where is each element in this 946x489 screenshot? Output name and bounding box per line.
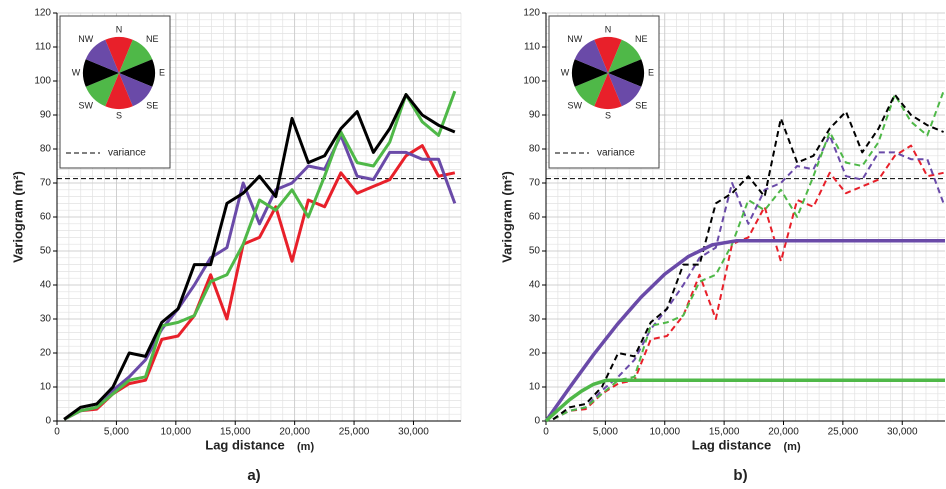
y-tick-label: 80 (40, 144, 52, 155)
compass-label: NW (567, 34, 582, 44)
y-tick-label: 70 (529, 178, 541, 189)
compass-label: SW (568, 101, 583, 111)
variogram-line (63, 144, 456, 421)
variogram-line (63, 90, 457, 421)
y-tick-label: 40 (529, 280, 541, 291)
variogram-line (63, 93, 456, 421)
x-tick-label: 30,000 (398, 427, 429, 438)
compass-sector (119, 73, 153, 107)
model-line (544, 378, 945, 423)
x-axis-unit: (m) (784, 441, 801, 453)
compass-label: N (605, 24, 612, 34)
y-axis-label: Variogram (m²) (499, 171, 514, 263)
x-axis-label: Lag distance (205, 437, 284, 452)
compass-sector (574, 73, 608, 107)
panel-label: a) (247, 467, 260, 484)
legend-label: variance (597, 148, 635, 159)
x-tick-label: 5,000 (104, 427, 129, 438)
x-tick-label: 30,000 (887, 427, 918, 438)
y-tick-label: 60 (529, 212, 541, 223)
compass-label: NE (146, 34, 159, 44)
y-tick-label: 60 (40, 212, 52, 223)
legend-label: variance (108, 148, 146, 159)
compass-label: SE (635, 101, 647, 111)
y-tick-label: 110 (524, 42, 540, 53)
axes (56, 13, 461, 422)
x-tick-label: 15,000 (220, 427, 251, 438)
y-tick-label: 100 (523, 76, 540, 87)
x-axis-label: Lag distance (692, 437, 771, 452)
y-tick-label: 50 (529, 246, 541, 257)
y-tick-label: 50 (40, 246, 52, 257)
compass-label: W (72, 67, 81, 77)
x-axis-unit: (m) (297, 441, 314, 453)
x-tick-label: 10,000 (649, 427, 680, 438)
compass-label: E (648, 67, 654, 77)
compass-sector (105, 37, 133, 73)
compass-label: N (116, 24, 123, 34)
x-tick-label: 0 (54, 427, 60, 438)
y-tick-label: 120 (523, 8, 540, 19)
y-tick-label: 40 (40, 280, 52, 291)
compass-label: NW (78, 34, 93, 44)
y-tick-label: 10 (40, 382, 52, 393)
variogram-line (552, 144, 944, 421)
y-tick-label: 90 (40, 110, 52, 121)
y-tick-label: 70 (40, 178, 52, 189)
compass-sector (594, 36, 622, 73)
y-tick-label: 120 (34, 8, 51, 19)
y-tick-label: 0 (45, 416, 51, 427)
variogram-line (63, 133, 457, 421)
compass-sector (594, 73, 622, 110)
y-tick-label: 90 (529, 110, 541, 121)
compass-sector (574, 39, 608, 73)
variogram-line (552, 134, 945, 421)
x-tick-label: 10,000 (161, 427, 192, 438)
y-tick-label: 10 (529, 382, 541, 393)
x-tick-label: 0 (543, 427, 549, 438)
y-tick-label: 20 (40, 348, 52, 359)
compass-label: SE (146, 101, 158, 111)
compass-label: S (116, 110, 122, 120)
x-tick-label: 25,000 (828, 427, 859, 438)
variogram-line (552, 93, 944, 421)
compass-label: E (159, 67, 165, 77)
compass-sector (608, 39, 642, 73)
compass-label: S (605, 110, 611, 120)
y-tick-label: 30 (529, 314, 541, 325)
compass-label: W (561, 67, 570, 77)
compass-label: SW (79, 101, 94, 111)
x-tick-label: 25,000 (339, 427, 370, 438)
compass-sector (85, 73, 119, 107)
compass-sector (119, 39, 153, 73)
x-tick-label: 5,000 (593, 427, 618, 438)
y-tick-label: 0 (534, 416, 540, 427)
compass-sector (608, 73, 642, 107)
compass-sector (572, 59, 608, 87)
compass-sector (119, 59, 155, 87)
compass-sector (85, 39, 119, 73)
x-tick-label: 20,000 (768, 427, 799, 438)
compass-sector (105, 73, 133, 109)
compass-sector (608, 59, 644, 87)
y-tick-label: 100 (34, 76, 51, 87)
y-tick-label: 110 (35, 42, 51, 53)
compass-sector (83, 59, 119, 87)
y-axis-label: Variogram (m²) (10, 171, 25, 263)
x-tick-label: 20,000 (279, 427, 310, 438)
y-tick-label: 80 (529, 144, 541, 155)
compass-label: NE (635, 34, 648, 44)
y-tick-label: 30 (40, 314, 52, 325)
panel-label: b) (733, 467, 747, 484)
y-tick-label: 20 (529, 348, 541, 359)
x-tick-label: 15,000 (709, 427, 740, 438)
model-line (544, 239, 945, 423)
